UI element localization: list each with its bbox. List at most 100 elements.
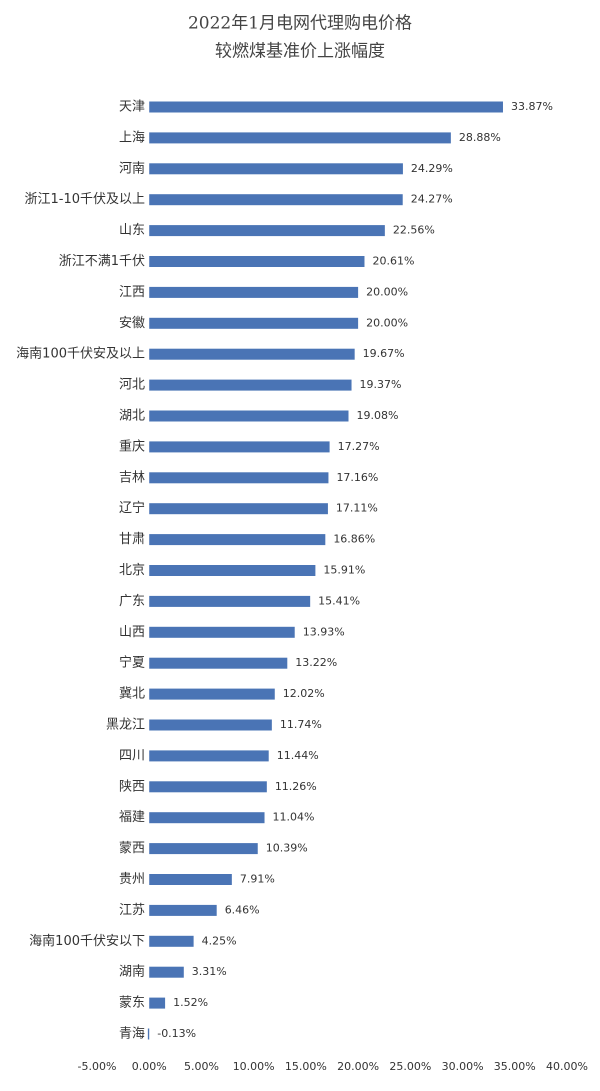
y-tick-label: 贵州 xyxy=(119,872,145,887)
y-tick-label: 重庆 xyxy=(119,438,145,454)
bar xyxy=(149,688,275,700)
y-tick-label: 辽宁 xyxy=(119,500,145,516)
y-tick-label: 湖北 xyxy=(119,409,145,424)
y-tick-label: 甘肃 xyxy=(119,532,145,547)
y-tick-label: 青海 xyxy=(119,1027,145,1042)
y-tick-label: 海南100千伏安及以上 xyxy=(16,346,145,362)
data-label: 19.08% xyxy=(357,409,399,422)
data-label: 10.39% xyxy=(266,842,308,855)
data-label: 15.41% xyxy=(318,594,360,607)
y-tick-label: 福建 xyxy=(119,810,145,825)
bar xyxy=(149,534,326,546)
x-tick-label: 15.00% xyxy=(285,1060,327,1073)
y-tick-label: 湖南 xyxy=(119,964,145,980)
data-label: 6.46% xyxy=(225,903,260,916)
y-tick-label: 海南100千伏安以下 xyxy=(29,933,145,949)
bar xyxy=(149,101,503,113)
bar xyxy=(149,812,265,824)
bar xyxy=(149,935,194,947)
y-tick-label: 江苏 xyxy=(119,902,145,918)
data-label: 11.74% xyxy=(280,718,322,731)
y-tick-label: 山西 xyxy=(119,625,145,640)
data-label: 19.37% xyxy=(360,378,402,391)
bar xyxy=(149,843,258,855)
bar xyxy=(149,781,267,793)
data-label: 24.29% xyxy=(411,162,453,175)
bar xyxy=(149,657,288,669)
bar xyxy=(149,503,328,515)
x-tick-label: 0.00% xyxy=(132,1060,167,1073)
bar xyxy=(149,997,166,1009)
bar xyxy=(149,317,359,329)
y-tick-label: 黑龙江 xyxy=(106,718,145,733)
data-label: 20.00% xyxy=(366,316,408,329)
data-label: 28.88% xyxy=(459,131,501,144)
y-tick-label: 天津 xyxy=(119,100,145,115)
y-tick-label: 蒙东 xyxy=(119,996,145,1011)
x-tick-label: 35.00% xyxy=(494,1060,536,1073)
y-tick-label: 广东 xyxy=(119,594,145,609)
data-label: 20.61% xyxy=(372,255,414,268)
data-label: 17.27% xyxy=(338,440,380,453)
bar xyxy=(149,472,329,484)
y-tick-label: 安徽 xyxy=(119,316,145,331)
x-tick-label: 25.00% xyxy=(389,1060,431,1073)
x-tick-label: 40.00% xyxy=(546,1060,588,1073)
bar xyxy=(149,286,359,298)
bar xyxy=(149,966,184,978)
bar xyxy=(149,348,355,360)
data-label: 13.22% xyxy=(295,656,337,669)
y-tick-label: 山东 xyxy=(119,223,145,238)
x-tick-label: -5.00% xyxy=(78,1060,117,1073)
bar xyxy=(149,163,403,175)
bar xyxy=(149,626,295,638)
data-label: 20.00% xyxy=(366,285,408,298)
data-label: 16.86% xyxy=(333,533,375,546)
x-tick-label: 10.00% xyxy=(233,1060,275,1073)
data-label: 7.91% xyxy=(240,873,275,886)
bar xyxy=(149,750,269,762)
y-tick-label: 四川 xyxy=(119,748,145,763)
y-tick-label: 上海 xyxy=(119,130,145,145)
bar xyxy=(149,565,316,576)
y-tick-label: 浙江不满1千伏 xyxy=(59,254,145,269)
bar xyxy=(149,256,365,267)
bar xyxy=(149,410,349,422)
data-label: 17.16% xyxy=(336,471,378,484)
data-label: 22.56% xyxy=(393,224,435,237)
data-label: 11.26% xyxy=(275,780,317,793)
bar xyxy=(149,379,352,391)
bar xyxy=(149,874,232,885)
y-tick-label: 冀北 xyxy=(119,686,145,702)
y-tick-label: 河南 xyxy=(119,160,145,176)
x-tick-label: 20.00% xyxy=(337,1060,379,1073)
y-tick-label: 蒙西 xyxy=(119,841,145,856)
chart-title: 2022年1月电网代理购电价格 xyxy=(188,14,412,34)
data-label: 17.11% xyxy=(336,502,378,515)
y-tick-label: 河北 xyxy=(119,378,145,393)
data-label: 12.02% xyxy=(283,687,325,700)
data-label: 11.04% xyxy=(273,811,315,824)
bar xyxy=(149,441,330,453)
data-label: 33.87% xyxy=(511,100,553,113)
data-label: 24.27% xyxy=(411,193,453,206)
data-label: 3.31% xyxy=(192,965,227,978)
data-label: 1.52% xyxy=(173,996,208,1009)
x-tick-label: 5.00% xyxy=(184,1060,219,1073)
data-label: 4.25% xyxy=(202,934,237,947)
y-tick-label: 浙江1-10千伏及以上 xyxy=(24,192,145,207)
x-tick-label: 30.00% xyxy=(442,1060,484,1073)
bar xyxy=(149,194,403,206)
y-tick-label: 吉林 xyxy=(119,470,145,485)
bar xyxy=(149,225,385,237)
y-tick-label: 陕西 xyxy=(119,779,145,794)
bar xyxy=(149,904,217,916)
data-label: 11.44% xyxy=(277,749,319,762)
data-label: -0.13% xyxy=(157,1027,196,1040)
bar xyxy=(149,595,311,607)
y-tick-label: 宁夏 xyxy=(119,655,145,671)
bar xyxy=(149,719,272,731)
data-label: 19.67% xyxy=(363,347,405,360)
y-tick-label: 北京 xyxy=(119,563,145,578)
